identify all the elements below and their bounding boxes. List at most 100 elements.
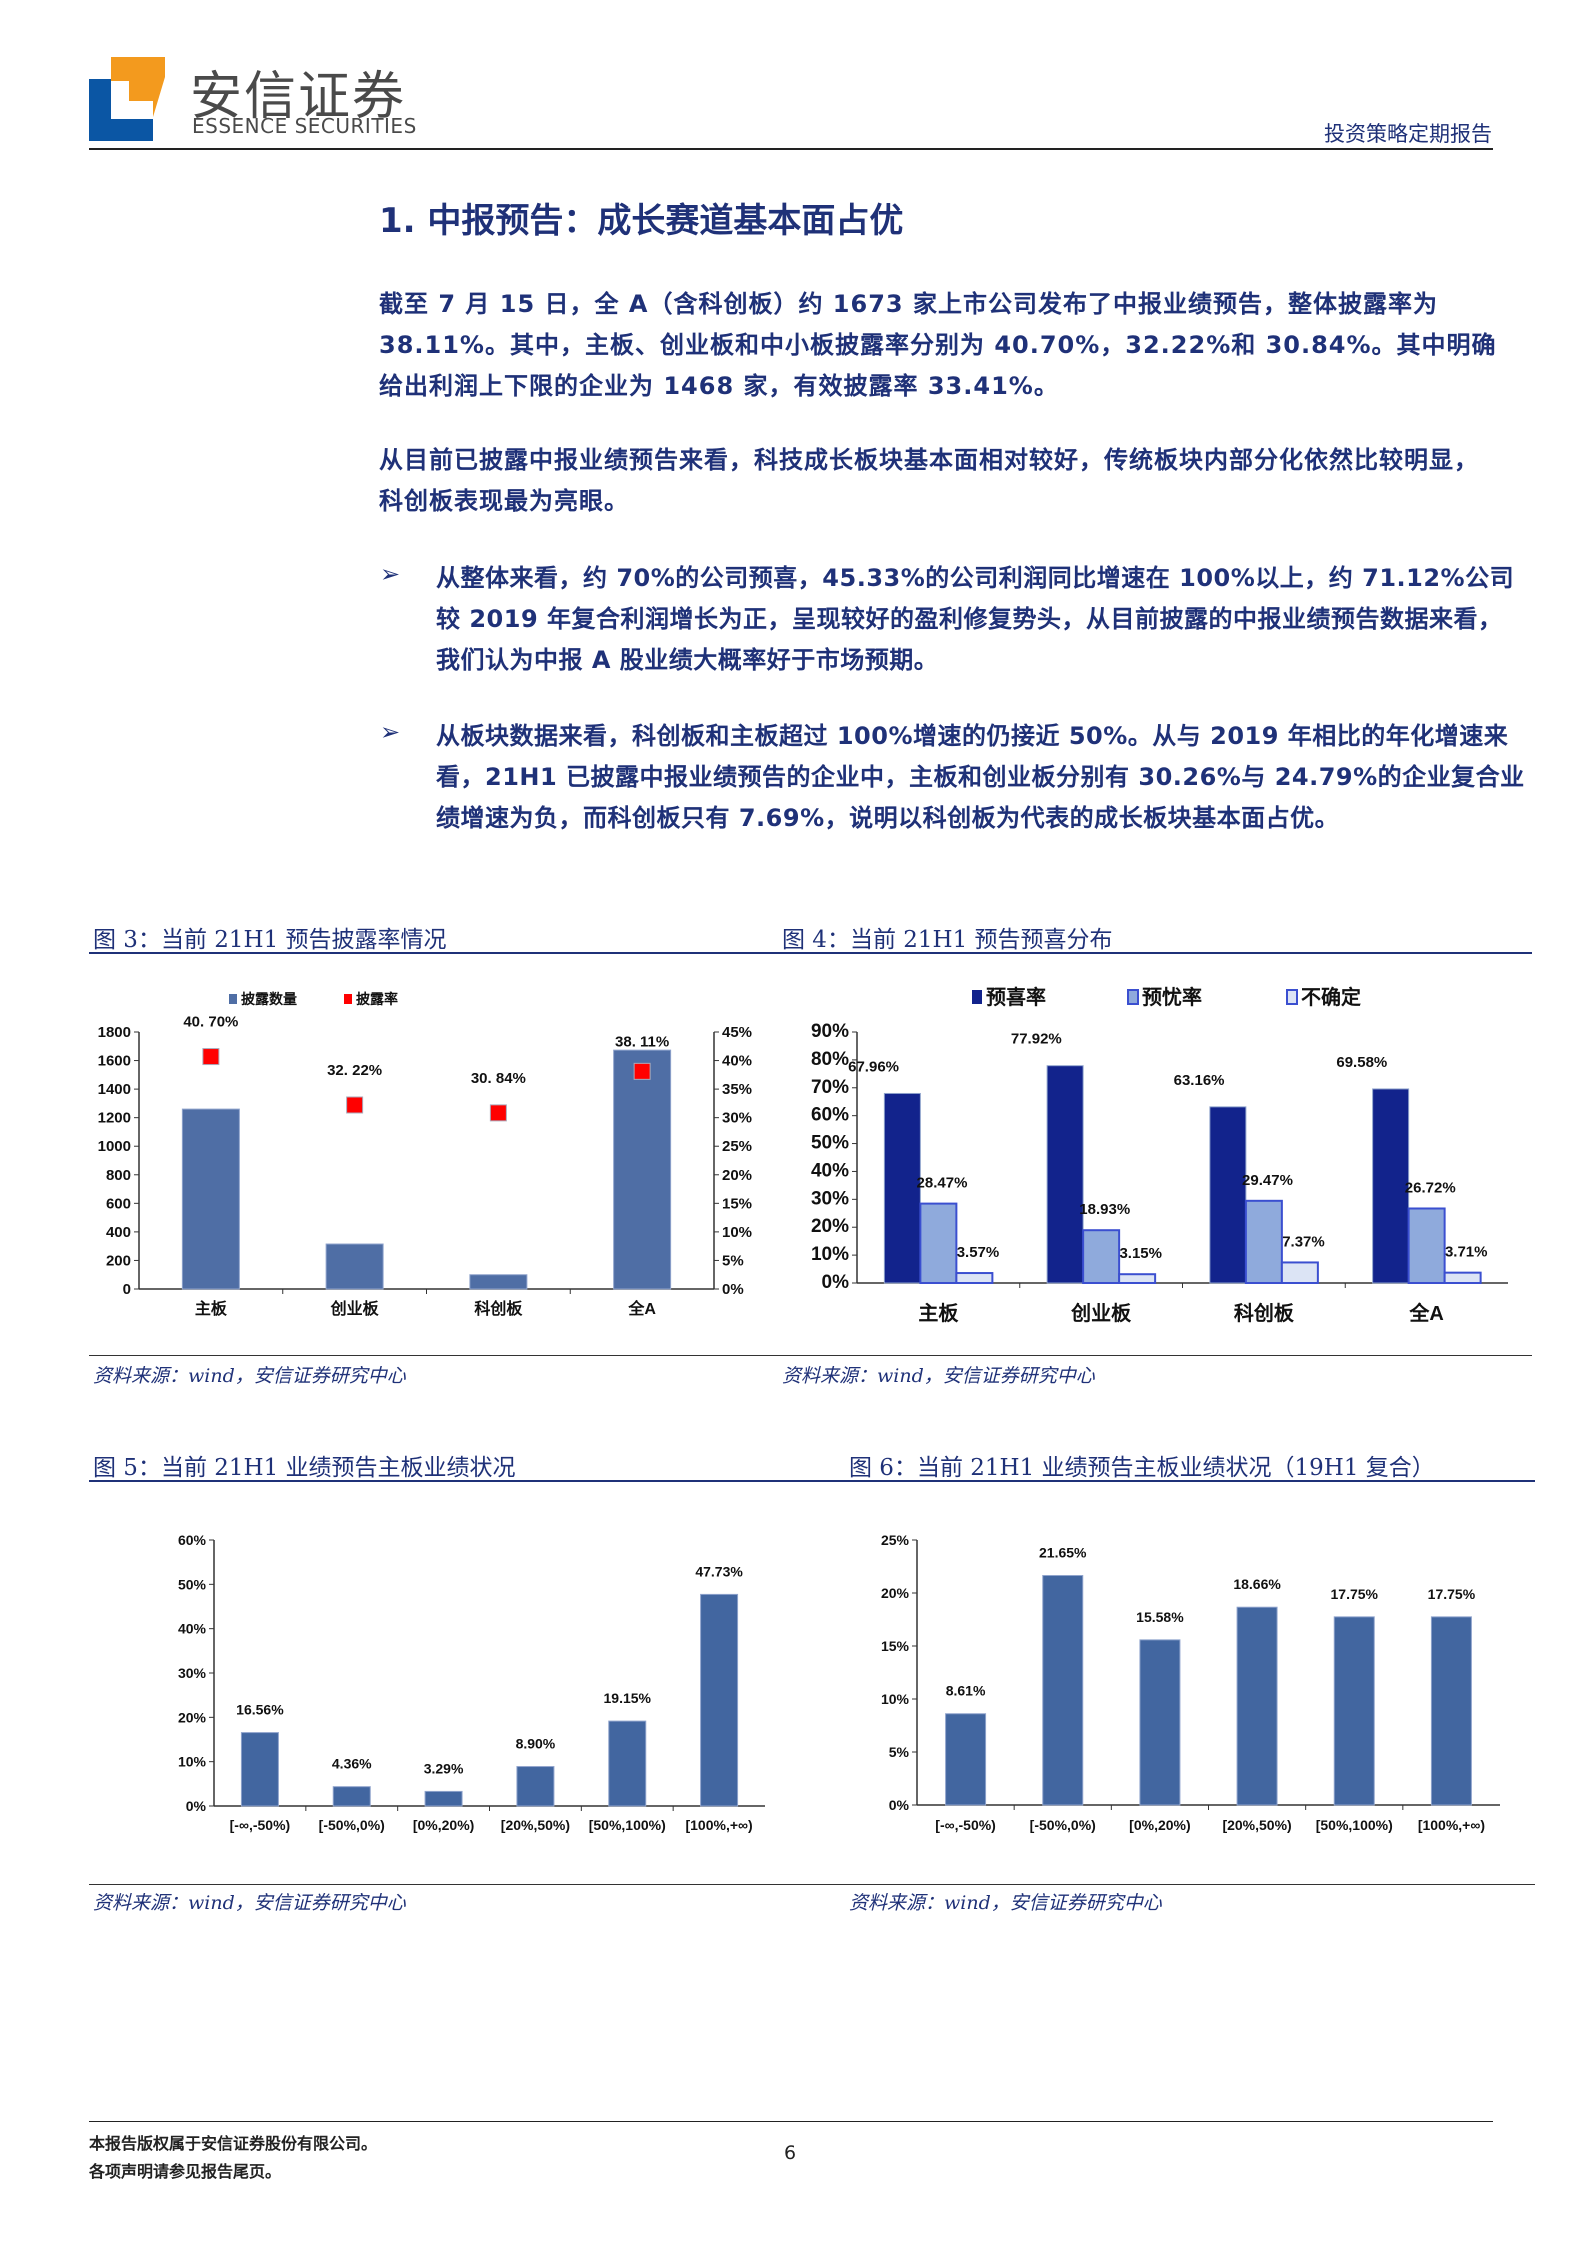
y-tick-label: 5% (889, 1744, 910, 1760)
report-type-label: 投资策略定期报告 (1324, 122, 1492, 146)
bar (945, 1713, 987, 1806)
figure-3-source: 资料来源：wind，安信证券研究中心 (93, 1365, 406, 1387)
x-tick-label: [-∞,-50%) (935, 1817, 996, 1833)
figure-5-source: 资料来源：wind，安信证券研究中心 (93, 1892, 406, 1914)
legend-swatch (229, 994, 237, 1004)
arrowhead-bullet-icon: ➢ (380, 718, 401, 746)
bar (240, 1732, 279, 1807)
y-tick-label: 60% (811, 1105, 849, 1126)
figure-6-title: 图 6：当前 21H1 业绩预告主板业绩状况（19H1 复合） (849, 1455, 1435, 1481)
y-tick-label: 20% (811, 1216, 849, 1237)
y-right-tick-label: 10% (722, 1224, 752, 1241)
data-label: 47.73% (695, 1563, 743, 1579)
data-label: 3.15% (1119, 1245, 1162, 1262)
y-tick-label: 20% (881, 1585, 910, 1601)
figure-title-divider (89, 1480, 845, 1482)
data-label: 30. 84% (471, 1070, 526, 1087)
figure-3-chart: 0 200 400 600 800 1000 1200 1400 1600 1800 0% 5% 10%… (98, 991, 752, 1318)
x-tick-label: 全A (627, 1299, 656, 1318)
arrowhead-bullet-icon: ➢ (380, 560, 401, 588)
data-label: 29.47% (1242, 1172, 1293, 1189)
y-right-tick-label: 5% (722, 1252, 744, 1269)
logo-icon (89, 57, 165, 141)
section-title: 1. 中报预告：成长赛道基本面占优 (379, 201, 904, 241)
x-tick-label: 科创板 (1234, 1301, 1295, 1325)
bar (1118, 1273, 1157, 1284)
data-label: 38. 11% (615, 1033, 669, 1050)
data-label: 67.96% (848, 1058, 899, 1075)
y-tick-label: 0% (889, 1797, 910, 1813)
bar (1042, 1575, 1084, 1806)
x-tick-label: [0%,20%) (1129, 1817, 1190, 1833)
footer-copyright: 本报告版权属于安信证券股份有限公司。 (89, 2134, 378, 2153)
y-tick-label: 10% (178, 1754, 207, 1770)
y-tick-label: 10% (881, 1691, 910, 1707)
y-right-tick-label: 0% (722, 1281, 744, 1298)
x-tick-label: 主板 (195, 1299, 228, 1318)
x-tick-label: [100%,+∞) (685, 1817, 752, 1833)
bar (1209, 1106, 1247, 1284)
x-tick-label: [-50%,0%) (1030, 1817, 1096, 1833)
y-tick-label: 200 (106, 1252, 131, 1269)
y-right-tick-label: 20% (722, 1167, 752, 1184)
x-tick-label: 科创板 (474, 1299, 523, 1318)
bar (883, 1092, 921, 1284)
y-tick-label: 90% (811, 1021, 849, 1042)
data-label: 16.56% (236, 1702, 284, 1718)
y-tick-label: 1200 (98, 1110, 131, 1127)
bar (332, 1786, 371, 1807)
bar (919, 1202, 958, 1284)
data-label: 63.16% (1174, 1072, 1225, 1089)
figure-4-source: 资料来源：wind，安信证券研究中心 (782, 1365, 1095, 1387)
x-tick-label: [20%,50%) (501, 1817, 570, 1833)
y-tick-label: 0% (822, 1272, 850, 1293)
y-tick-label: 1400 (98, 1081, 131, 1098)
y-right-tick-label: 40% (722, 1053, 752, 1070)
data-label: 3.71% (1445, 1244, 1488, 1261)
y-right-tick-label: 35% (722, 1081, 752, 1098)
logo-text-en: ESSENCE SECURITIES (192, 114, 417, 138)
data-label: 18.93% (1079, 1201, 1130, 1218)
y-tick-label: 40% (178, 1621, 207, 1637)
bar (1244, 1199, 1283, 1284)
legend-label: 披露数量 (241, 991, 297, 1007)
y-tick-label: 1800 (98, 1024, 131, 1041)
figure-4-chart: 0% 10% 20% 30% 40% 50% 60% 70% 80% 90% 主板 创业板 科创板 全A 6… (811, 985, 1508, 1325)
bar (613, 1049, 672, 1290)
paragraph: 截至 7 月 15 日，全 A（含科创板）约 1673 家上市公司发布了中报业绩… (379, 290, 1497, 400)
data-label: 3.29% (424, 1760, 464, 1776)
x-tick-label: [0%,20%) (413, 1817, 474, 1833)
rate-marker (489, 1104, 507, 1122)
figure-title-divider (845, 1480, 1535, 1482)
x-tick-label: [-50%,0%) (319, 1817, 385, 1833)
y-tick-label: 10% (811, 1244, 849, 1265)
y-right-tick-label: 45% (722, 1024, 752, 1041)
rate-marker (202, 1048, 220, 1066)
figure-5-title: 图 5：当前 21H1 业绩预告主板业绩状况 (93, 1455, 516, 1481)
page-number: 6 (784, 2142, 797, 2164)
bar (1082, 1229, 1121, 1284)
y-tick-label: 15% (881, 1638, 910, 1654)
bar (516, 1766, 555, 1807)
x-tick-label: [50%,100%) (589, 1817, 666, 1833)
data-label: 17.75% (1331, 1586, 1379, 1602)
y-tick-label: 70% (811, 1077, 849, 1098)
bar (955, 1272, 994, 1285)
header-divider (89, 148, 1493, 150)
y-tick-label: 400 (106, 1224, 131, 1241)
y-tick-label: 600 (106, 1195, 131, 1212)
legend-swatch (1286, 989, 1298, 1005)
bar (1430, 1616, 1472, 1806)
legend-swatch (344, 994, 352, 1004)
bar (1280, 1261, 1319, 1285)
data-label: 17.75% (1428, 1586, 1476, 1602)
y-tick-label: 1000 (98, 1138, 131, 1155)
y-tick-label: 20% (178, 1709, 207, 1725)
y-right-tick-label: 15% (722, 1195, 752, 1212)
data-label: 8.90% (516, 1736, 556, 1752)
y-tick-label: 800 (106, 1167, 131, 1184)
y-tick-label: 50% (178, 1576, 207, 1592)
data-label: 3.57% (957, 1244, 1000, 1261)
data-label: 18.66% (1233, 1576, 1281, 1592)
y-tick-label: 30% (178, 1665, 207, 1681)
